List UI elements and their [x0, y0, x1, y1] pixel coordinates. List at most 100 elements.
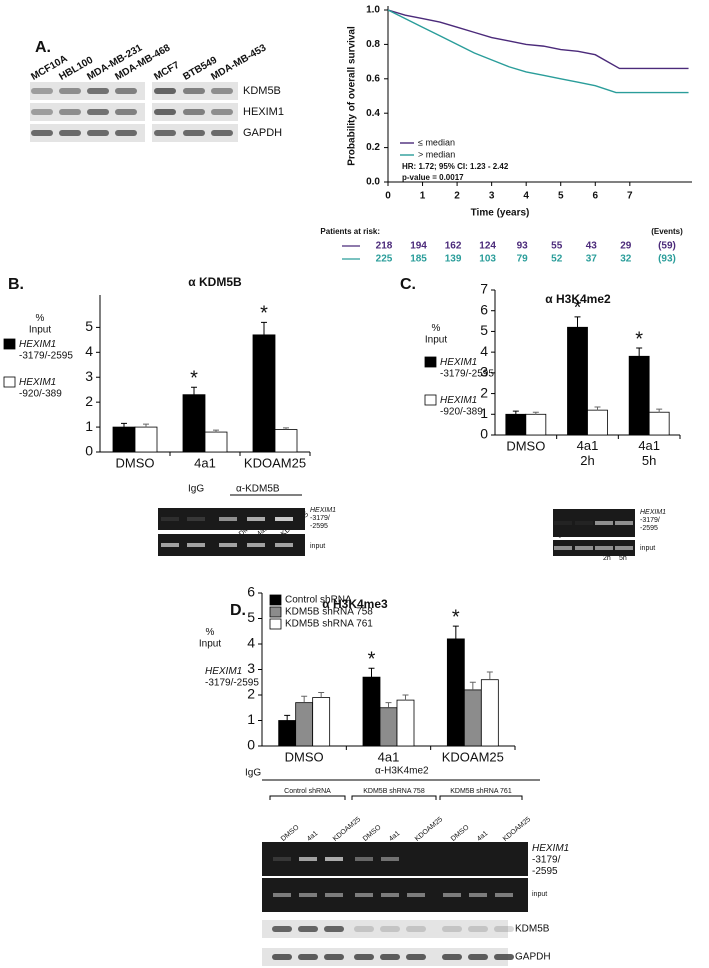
error-bar	[532, 411, 539, 415]
annotation: HR: 1.72; 95% CI: 1.23 - 2.42	[402, 162, 509, 171]
blot-band	[154, 130, 176, 136]
error-bar	[284, 714, 291, 721]
blot-band	[324, 926, 344, 932]
y-tick-label: 3	[247, 660, 255, 676]
lane-label: KDOAM25	[502, 816, 532, 843]
gel-band	[275, 543, 293, 547]
bracket	[269, 795, 346, 800]
gel-input: input	[310, 543, 325, 550]
error-bar	[385, 702, 392, 708]
gel-band	[355, 893, 373, 897]
at-risk: 79	[517, 254, 529, 265]
at-risk: 43	[586, 241, 598, 252]
y-tick-label: 5	[480, 322, 488, 338]
blot-band	[183, 130, 205, 136]
bar	[446, 638, 465, 747]
error-bar	[121, 422, 127, 428]
significance: *	[452, 606, 460, 628]
antibody: α-H3K4me2	[375, 766, 429, 777]
error-bar	[656, 408, 663, 413]
protein-label: HEXIM1	[243, 106, 284, 118]
blot-band	[31, 130, 53, 136]
bar	[252, 334, 276, 453]
x-tick-label: DMSO	[506, 438, 545, 453]
legend-swatch	[424, 356, 437, 368]
y-tick-label: 1	[85, 418, 93, 434]
bar	[505, 413, 527, 436]
antibody: α-KDM5B	[236, 484, 280, 495]
y-tick-label: 2	[247, 686, 255, 702]
lane-label: KDOAM25	[414, 816, 444, 843]
error-bar	[574, 316, 581, 328]
at-risk: 162	[445, 241, 462, 252]
y-tick-label: 4	[247, 635, 255, 651]
blot-band	[272, 926, 292, 932]
bar	[379, 707, 398, 747]
x-tick-label: 3	[489, 191, 495, 202]
gel-band	[615, 521, 633, 525]
chart-title: α H3K4me2	[545, 292, 611, 306]
x-tick-label: 4a1 2h	[577, 438, 599, 468]
igg: IgG	[188, 484, 204, 495]
bar	[362, 676, 381, 747]
error-bar	[594, 406, 601, 411]
cell-line: MDA-MB-453	[209, 42, 268, 83]
error-bar	[636, 347, 643, 357]
gel-band	[595, 521, 613, 525]
protein-label: KDM5B	[243, 85, 281, 97]
blot-band	[31, 88, 53, 94]
gel-band	[355, 857, 373, 861]
x-axis-label: Time (years)	[471, 208, 530, 219]
error-bar	[512, 410, 519, 415]
error-bar	[213, 429, 219, 433]
legend-label: KDM5B shRNA 758	[285, 607, 373, 618]
blot-band	[468, 926, 488, 932]
at-risk: 93	[517, 241, 529, 252]
at-risk: 194	[410, 241, 427, 252]
events: (59)	[658, 241, 676, 252]
bar	[134, 426, 158, 453]
group-label: KDM5B shRNA 758	[363, 788, 425, 795]
legend-label: Control shRNA	[285, 595, 352, 606]
error-bar	[301, 695, 308, 703]
blot-band	[31, 109, 53, 115]
y-tick-label: 0.2	[366, 142, 380, 153]
blot-band	[115, 88, 137, 94]
at-risk: 218	[376, 241, 393, 252]
gel-band	[161, 543, 179, 547]
blot-band	[324, 954, 344, 960]
legend-swatch	[3, 376, 16, 388]
gel-target: HEXIM1 -3179/-2595	[310, 507, 336, 530]
blot-band	[380, 926, 400, 932]
blot-band	[298, 926, 318, 932]
at-risk: 185	[410, 254, 427, 265]
lane-label: DMSO	[362, 824, 383, 843]
x-tick-label: 4a1	[194, 455, 216, 470]
y-tick-label: 0.8	[366, 39, 380, 50]
gel-band	[554, 521, 572, 525]
lane-label: 2h	[603, 555, 611, 562]
gel	[553, 540, 635, 556]
lane-label: DMSO	[450, 824, 471, 843]
at-risk-label: Patients at risk:	[320, 227, 380, 236]
y-tick-label: 1.0	[366, 5, 380, 16]
legend-swatch	[424, 394, 437, 406]
y-tick-label: 2	[85, 393, 93, 409]
y-axis-label: Probability of overall survival	[347, 26, 358, 166]
legend-label: HEXIM1 -920/-389	[19, 377, 62, 400]
blot-band	[154, 88, 176, 94]
blot-band	[406, 926, 426, 932]
events-label: (Events)	[651, 227, 683, 236]
lane-label: 4a1	[388, 830, 402, 843]
gel-band	[325, 893, 343, 897]
error-bar	[261, 321, 267, 335]
blot-band	[442, 954, 462, 960]
y-tick-label: 4	[85, 343, 93, 359]
bar	[463, 689, 482, 747]
error-bar	[368, 667, 375, 678]
gel-band	[299, 857, 317, 861]
gel-target: HEXIM1 -3179/-2595	[640, 509, 666, 532]
group-label: Control shRNA	[284, 788, 331, 795]
y-tick-label: 0	[480, 426, 488, 442]
x-tick-label: KDOAM25	[244, 455, 306, 470]
